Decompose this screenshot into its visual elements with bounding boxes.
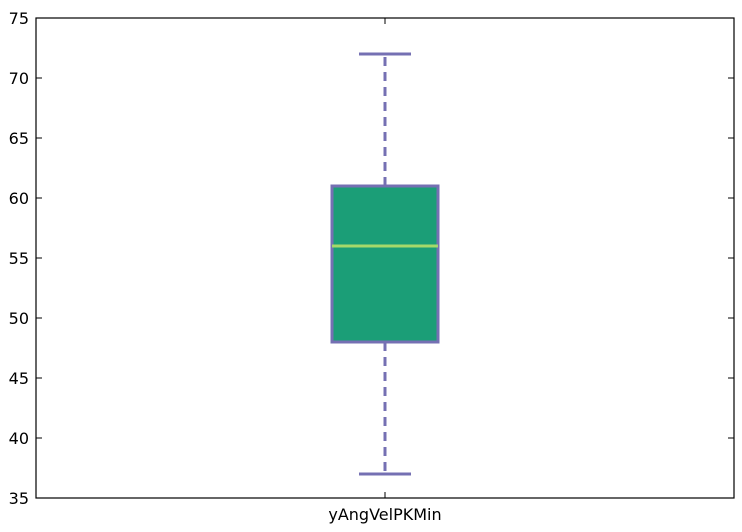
y-tick-label: 75 bbox=[9, 9, 29, 28]
y-tick-label: 40 bbox=[9, 429, 29, 448]
y-tick-label: 55 bbox=[9, 249, 29, 268]
y-tick-label: 45 bbox=[9, 369, 29, 388]
y-tick-label: 50 bbox=[9, 309, 29, 328]
x-axis-ticks: yAngVelPKMin bbox=[328, 18, 442, 524]
y-tick-label: 35 bbox=[9, 489, 29, 508]
y-axis-ticks: 35 40 45 50 55 60 65 70 75 bbox=[9, 9, 734, 508]
x-tick-label: yAngVelPKMin bbox=[328, 505, 441, 524]
box-iqr bbox=[330, 184, 440, 344]
box-group bbox=[330, 52, 440, 476]
plot-frame bbox=[35, 17, 735, 499]
y-tick-label: 60 bbox=[9, 189, 29, 208]
y-tick-label: 65 bbox=[9, 129, 29, 148]
y-tick-label: 70 bbox=[9, 69, 29, 88]
